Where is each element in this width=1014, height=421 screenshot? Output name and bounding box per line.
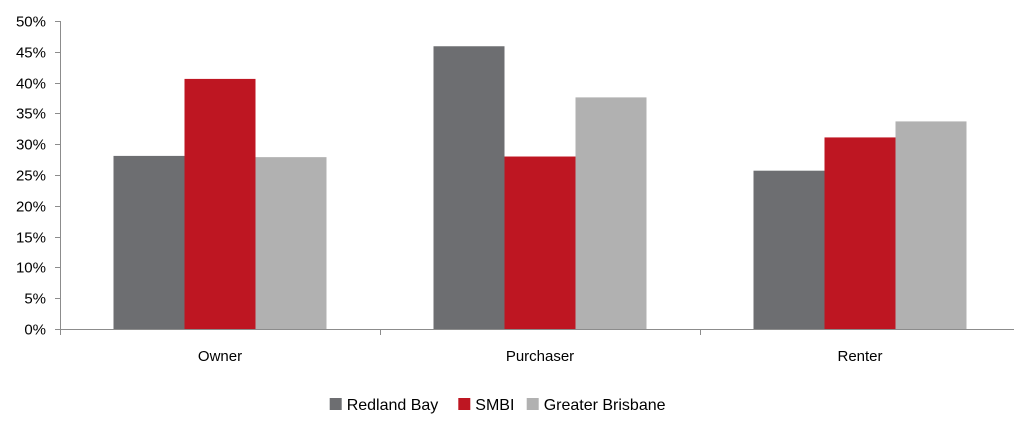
bar — [255, 157, 327, 329]
x-tick-label: Renter — [837, 348, 882, 365]
y-tick-label: 25% — [16, 168, 46, 185]
legend-label: Redland Bay — [347, 397, 439, 414]
legend-label: Greater Brisbane — [544, 397, 666, 414]
y-tick-label: 30% — [16, 137, 46, 154]
legend-swatch — [458, 398, 471, 410]
legend-item: SMBI — [458, 397, 514, 414]
bar — [824, 137, 896, 329]
y-tick-label: 35% — [16, 106, 46, 123]
bar — [184, 78, 256, 330]
bar — [433, 46, 505, 329]
legend-item: Greater Brisbane — [526, 397, 666, 414]
y-tick-label: 45% — [16, 45, 46, 62]
x-axis: Owner Purchaser Renter — [60, 329, 1014, 365]
y-tick-label: 5% — [24, 291, 46, 308]
bar — [504, 156, 576, 329]
x-tick-label: Owner — [198, 348, 242, 365]
legend-label: SMBI — [475, 397, 514, 414]
bar — [575, 97, 647, 329]
bar — [753, 170, 825, 329]
y-tick-label: 0% — [24, 322, 46, 339]
y-tick-label: 20% — [16, 199, 46, 216]
legend-swatch — [526, 398, 539, 410]
bar — [895, 121, 967, 330]
y-tick-label: 40% — [16, 76, 46, 93]
bar — [113, 155, 185, 329]
y-axis: 0% 5% 10% 15% 20% 25% 30% 35% 40% 45% 50% — [16, 14, 61, 339]
y-tick-label: 15% — [16, 230, 46, 247]
legend: Redland Bay SMBI Greater Brisbane — [329, 397, 666, 414]
x-tick-label: Purchaser — [506, 348, 574, 365]
legend-item: Redland Bay — [329, 397, 439, 414]
bars — [113, 46, 967, 330]
y-tick-label: 50% — [16, 14, 46, 31]
legend-swatch — [329, 398, 342, 410]
y-tick-label: 10% — [16, 260, 46, 277]
